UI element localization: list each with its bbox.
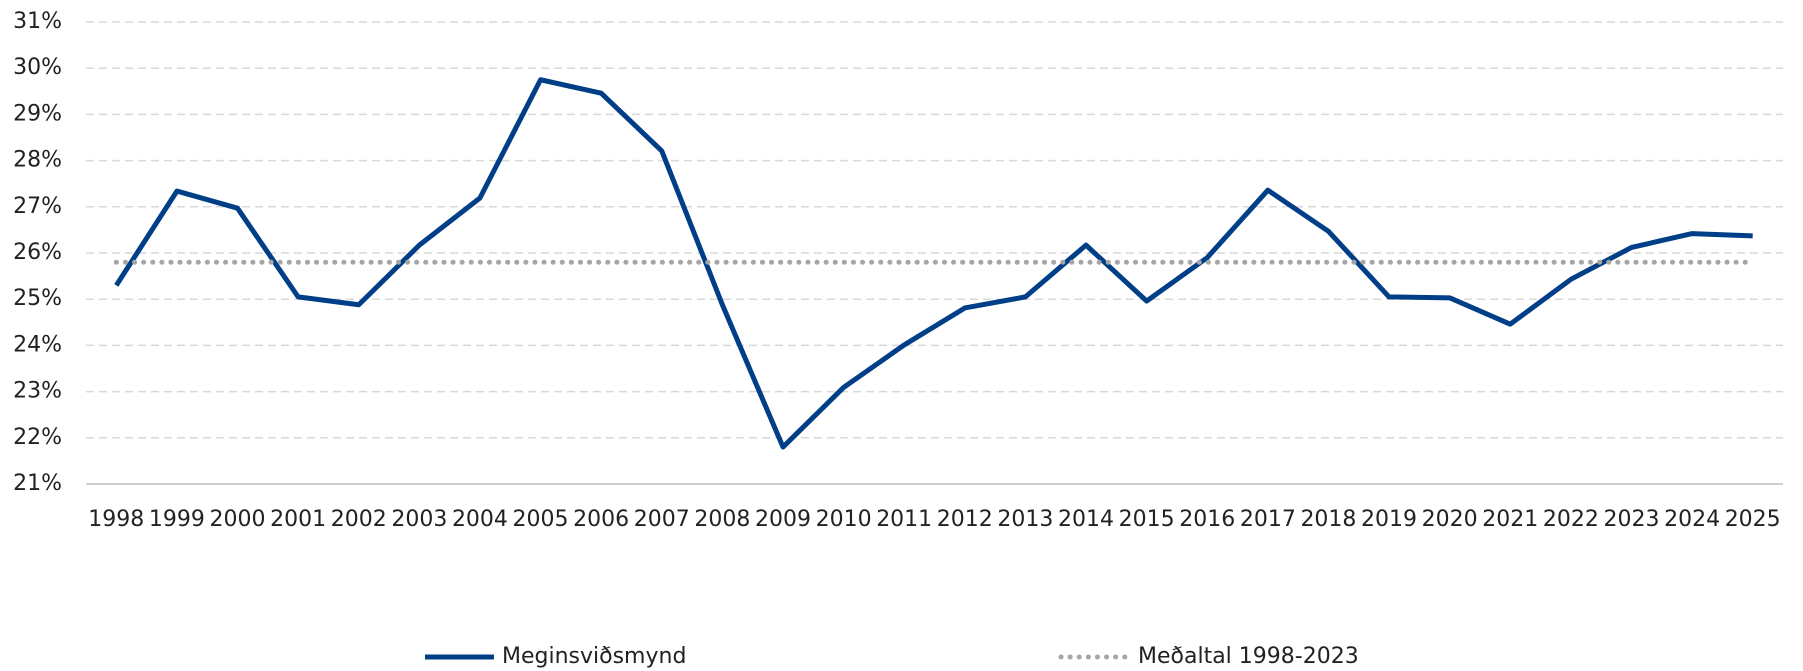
x-tick-label: 2011: [876, 507, 932, 532]
x-tick-label: 2016: [1179, 507, 1235, 532]
x-tick-label: 2002: [331, 507, 387, 532]
x-tick-label: 2009: [755, 507, 811, 532]
x-tick-label: 2015: [1119, 507, 1175, 532]
x-tick-label: 2007: [634, 507, 690, 532]
legend-label: Meðaltal 1998-2023: [1138, 644, 1359, 669]
y-tick-label: 21%: [13, 471, 62, 496]
x-tick-label: 2012: [937, 507, 993, 532]
y-tick-label: 26%: [13, 240, 62, 265]
y-tick-label: 25%: [13, 286, 62, 311]
x-tick-label: 2024: [1664, 507, 1720, 532]
x-tick-label: 2013: [997, 507, 1053, 532]
x-tick-label: 2017: [1240, 507, 1296, 532]
x-tick-label: 2004: [452, 507, 508, 532]
x-tick-label: 2019: [1361, 507, 1417, 532]
x-tick-label: 1998: [88, 507, 144, 532]
x-tick-label: 2018: [1300, 507, 1356, 532]
x-tick-label: 2003: [391, 507, 447, 532]
x-tick-label: 2014: [1058, 507, 1114, 532]
x-tick-label: 1999: [149, 507, 205, 532]
y-tick-label: 29%: [13, 101, 62, 126]
x-tick-label: 2022: [1543, 507, 1599, 532]
y-tick-label: 24%: [13, 332, 62, 357]
x-tick-label: 2006: [573, 507, 629, 532]
x-tick-label: 2005: [513, 507, 569, 532]
x-tick-label: 2023: [1603, 507, 1659, 532]
y-tick-label: 31%: [13, 9, 62, 34]
x-tick-label: 2008: [694, 507, 750, 532]
x-tick-label: 2001: [270, 507, 326, 532]
y-tick-label: 22%: [13, 425, 62, 450]
y-tick-label: 28%: [13, 148, 62, 173]
x-tick-label: 2025: [1725, 507, 1781, 532]
x-tick-label: 2021: [1482, 507, 1538, 532]
x-tick-label: 2000: [210, 507, 266, 532]
y-tick-label: 30%: [13, 55, 62, 80]
y-tick-label: 27%: [13, 194, 62, 219]
y-tick-label: 23%: [13, 379, 62, 404]
legend-label: Meginsviðsmynd: [502, 644, 686, 669]
series-line: [114, 77, 1753, 450]
x-tick-label: 2010: [816, 507, 872, 532]
x-tick-label: 2020: [1422, 507, 1478, 532]
